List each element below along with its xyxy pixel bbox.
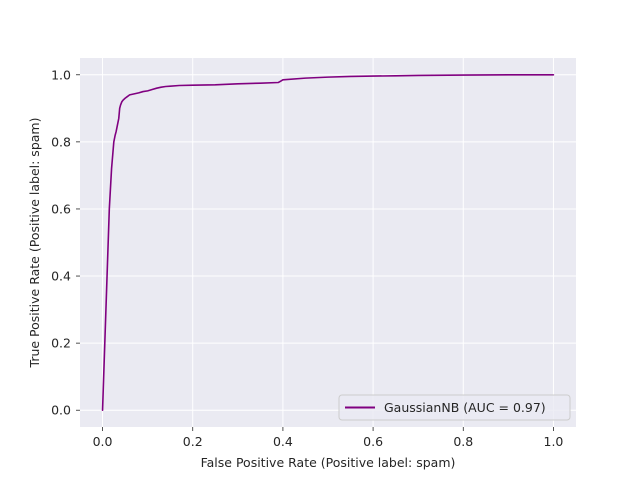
y-tick-label: 0.4 [51, 269, 71, 284]
legend-label: GaussianNB (AUC = 0.97) [384, 400, 546, 415]
y-tick-label: 1.0 [51, 67, 71, 82]
roc-curve-line [101, 73, 555, 412]
y-axis-label: True Positive Rate (Positive label: spam… [27, 118, 42, 369]
y-tick-label: 0.6 [51, 201, 71, 216]
legend: GaussianNB (AUC = 0.97) [338, 394, 571, 421]
x-axis-label: False Positive Rate (Positive label: spa… [201, 455, 456, 470]
series-layer [101, 73, 555, 412]
x-tick-labels: 0.0 0.2 0.4 0.6 0.8 1.0 [93, 434, 564, 449]
x-tick-label: 0.0 [93, 434, 113, 449]
y-tick-label: 0.0 [51, 403, 71, 418]
y-tick-label: 0.2 [51, 336, 71, 351]
x-tick-label: 0.2 [183, 434, 203, 449]
x-tick-label: 1.0 [544, 434, 564, 449]
x-tick-label: 0.6 [363, 434, 383, 449]
x-tick-label: 0.8 [453, 434, 473, 449]
plot-background [80, 58, 576, 427]
y-tick-labels: 0.0 0.2 0.4 0.6 0.8 1.0 [51, 67, 71, 417]
y-tick-label: 0.8 [51, 134, 71, 149]
x-tick-label: 0.4 [273, 434, 293, 449]
legend-box [338, 394, 571, 421]
